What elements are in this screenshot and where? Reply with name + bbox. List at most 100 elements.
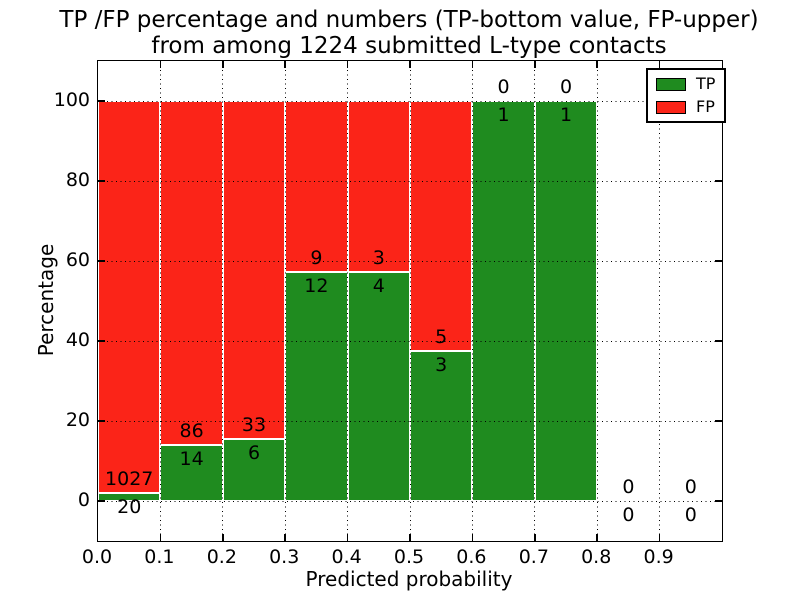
gridline-v (159, 61, 161, 541)
x-tick-label: 0.8 (581, 546, 612, 568)
x-tick-mark (658, 534, 661, 541)
x-tick-label: 0.5 (393, 546, 425, 568)
y-tick-mark (715, 500, 722, 502)
fp-count-label: 1027 (105, 468, 154, 491)
x-tick-label: 0.7 (518, 546, 549, 568)
fp-count-label: 3 (372, 247, 385, 270)
gridline-h (98, 340, 722, 342)
y-tick-label: 20 (65, 409, 90, 431)
chart-title-line-2: from among 1224 submitted L-type contact… (151, 33, 667, 59)
y-tick-mark (98, 180, 105, 182)
plot-area: 1027 20 86 14 33 6 9 12 3 4 5 3 0 1 0 1 0 0 0 0 TP FP (97, 60, 727, 542)
bar-fp-segment (222, 101, 286, 440)
legend-item-tp: TP (656, 76, 715, 92)
y-tick-mark (715, 340, 722, 342)
x-tick-mark (159, 534, 162, 541)
x-tick-label: 0.2 (206, 546, 237, 568)
fp-count-label: 0 (559, 76, 573, 98)
y-tick-label: 0 (77, 489, 90, 511)
gridline-v (534, 61, 536, 541)
gridline-h (98, 500, 722, 502)
x-tick-label: 0.6 (456, 546, 487, 568)
x-tick-label: 0.4 (331, 546, 362, 568)
x-tick-mark (471, 61, 474, 68)
gridline-h (98, 100, 722, 102)
x-tick-label: 0.9 (643, 546, 674, 568)
bar-fp-segment (98, 101, 161, 494)
x-tick-mark (409, 61, 411, 68)
y-tick-mark (98, 340, 105, 342)
x-tick-mark (596, 534, 598, 541)
tp-count-label: 12 (304, 275, 329, 298)
x-tick-mark (346, 534, 349, 541)
fp-count-label: 86 (179, 420, 204, 442)
gridline-v (659, 61, 661, 541)
gridline-h (98, 420, 722, 422)
bar-fp-segment (410, 101, 473, 351)
bar-tp-segment (534, 101, 598, 501)
tp-count-label: 4 (372, 275, 385, 298)
x-tick-mark (159, 61, 162, 68)
bar-fp-segment (285, 101, 348, 273)
gridline-v (409, 61, 411, 541)
gridline-h (98, 180, 722, 182)
fp-count-label: 9 (310, 247, 323, 270)
legend-item-fp: FP (656, 99, 715, 115)
x-tick-mark (471, 534, 474, 541)
y-tick-mark (98, 500, 105, 502)
y-tick-label: 40 (65, 329, 90, 351)
x-axis-label: Predicted probability (305, 567, 513, 591)
bar-tp-segment (410, 351, 473, 501)
bar-tp-segment (472, 101, 535, 501)
bar-tp-segment (347, 272, 410, 501)
x-tick-mark (534, 61, 536, 68)
y-tick-label: 80 (65, 169, 90, 191)
gridline-h (98, 260, 722, 262)
fp-legend-label: FP (696, 97, 715, 116)
tp-legend-swatch (656, 77, 686, 91)
bar-tp-segment (222, 439, 286, 501)
x-tick-label: 0.1 (144, 546, 175, 568)
tp-count-label: 14 (179, 448, 204, 470)
y-tick-mark (715, 420, 722, 422)
x-tick-label: 0.3 (269, 546, 300, 568)
fp-count-label: 5 (435, 326, 448, 348)
bar-fp-segment (160, 101, 223, 445)
gridline-v (596, 61, 598, 541)
y-tick-label: 60 (65, 249, 90, 271)
bar-tp-segment (285, 272, 348, 501)
chart-title-line-1: TP /FP percentage and numbers (TP-bottom… (59, 7, 759, 33)
x-tick-mark (658, 61, 661, 68)
x-tick-mark (284, 534, 286, 541)
x-tick-mark (284, 61, 286, 68)
y-tick-mark (98, 260, 105, 262)
bar-fp-segment (347, 101, 410, 273)
x-tick-label: 0.0 (81, 546, 113, 568)
gridline-v (347, 61, 349, 541)
gridline-v (284, 61, 286, 541)
fp-count-label: 0 (684, 476, 697, 498)
y-tick-mark (715, 180, 722, 182)
fp-legend-swatch (656, 100, 686, 114)
legend: TP FP (646, 68, 727, 123)
y-tick-label: 100 (53, 89, 90, 111)
x-tick-mark (596, 61, 598, 68)
fp-count-label: 33 (241, 414, 267, 437)
tp-count-label: 1 (497, 104, 510, 126)
x-tick-mark (222, 61, 224, 68)
fp-count-label: 0 (497, 76, 510, 98)
fp-count-label: 0 (622, 476, 635, 498)
y-axis-label: Percentage (34, 243, 58, 357)
tp-legend-label: TP (696, 74, 716, 93)
gridline-v (222, 61, 224, 541)
y-tick-mark (98, 420, 105, 422)
tp-count-label: 0 (684, 504, 697, 526)
x-tick-mark (409, 534, 411, 541)
x-tick-mark (222, 534, 224, 541)
tp-count-label: 6 (247, 442, 261, 465)
x-tick-mark (346, 61, 349, 68)
x-tick-mark (534, 534, 536, 541)
y-tick-mark (715, 260, 722, 262)
tp-count-label: 20 (117, 496, 142, 519)
